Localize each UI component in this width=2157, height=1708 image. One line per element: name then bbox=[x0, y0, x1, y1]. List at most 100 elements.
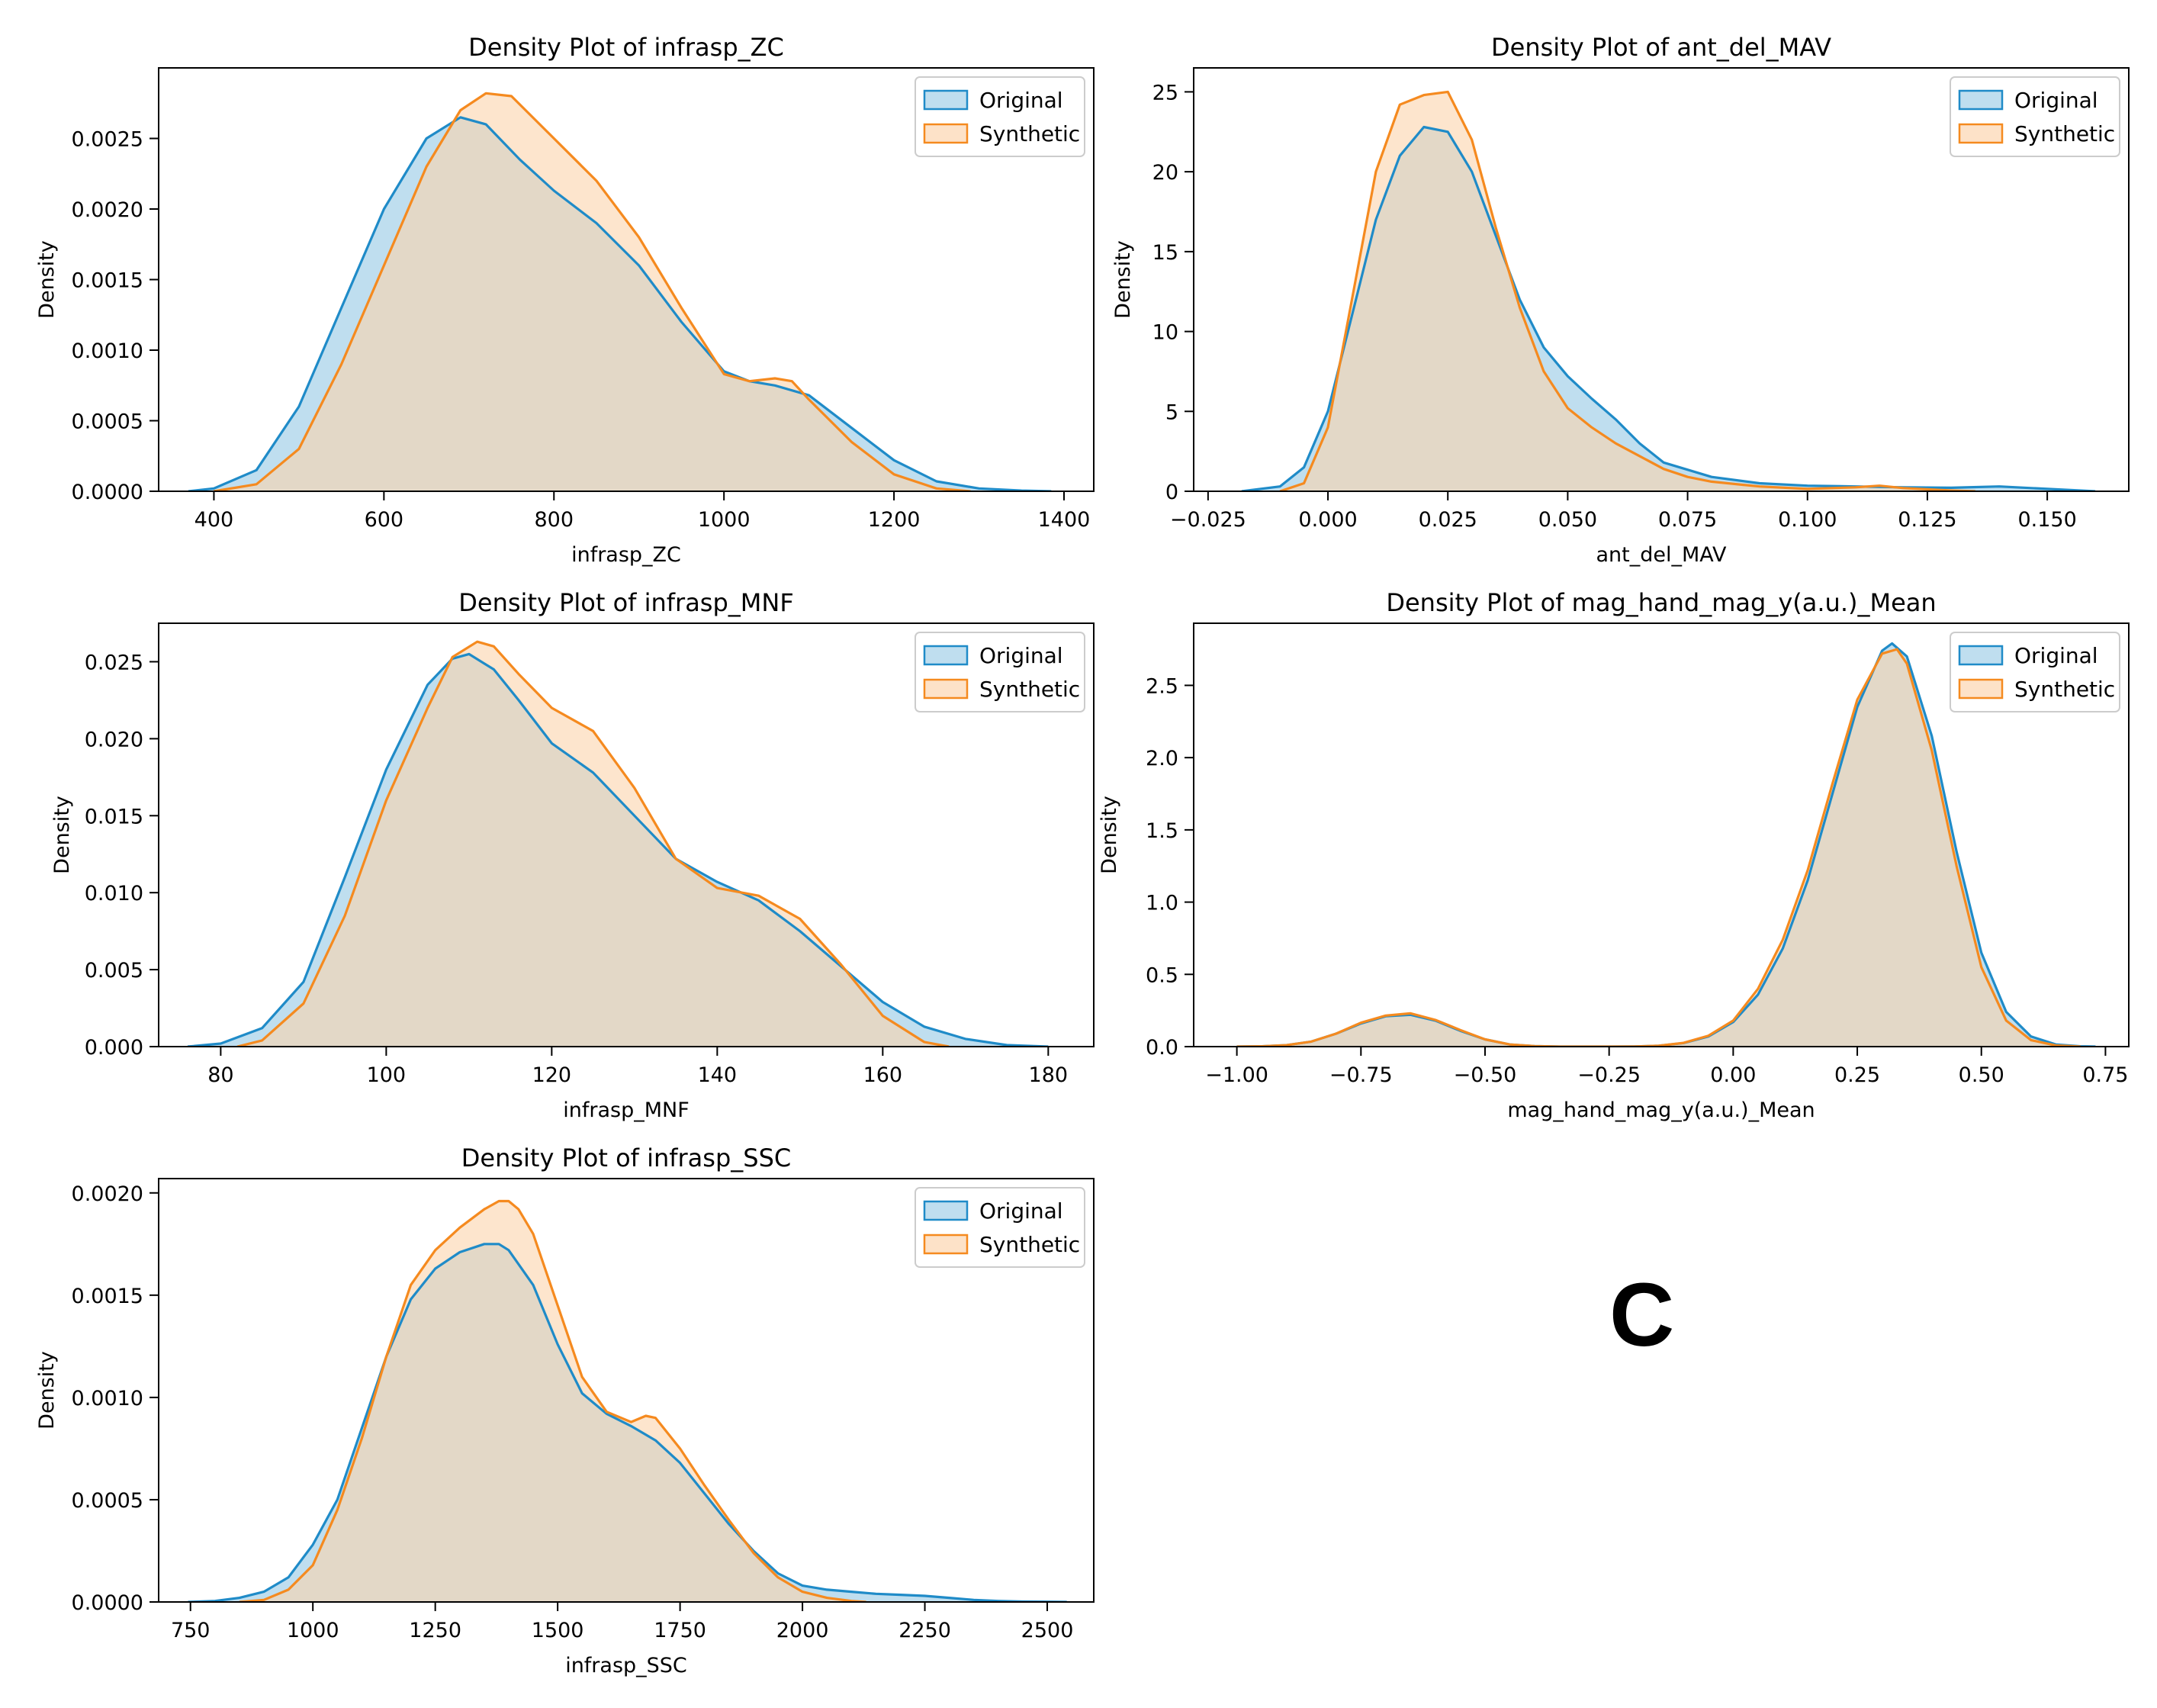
density-line-synthetic bbox=[1279, 90, 1975, 491]
y-tick-label: 0 bbox=[1165, 481, 1178, 504]
x-tick-label: 120 bbox=[532, 1063, 572, 1087]
chart-c1: 400 600 800 1000 1200 1400 0.0000 0.0005 0.0010 0… bbox=[35, 33, 1095, 567]
chart-title: Density Plot of infrasp_ZC bbox=[468, 33, 784, 62]
density-line-original bbox=[187, 652, 1049, 1047]
legend-swatch-synthetic bbox=[1958, 678, 2004, 700]
legend-swatch-original bbox=[923, 1200, 969, 1221]
y-tick-label: 10 bbox=[1152, 321, 1178, 345]
legend: Original Synthetic bbox=[1950, 76, 2120, 157]
x-axis-label: infrasp_SSC bbox=[565, 1654, 687, 1677]
plot-area bbox=[188, 1199, 1067, 1602]
y-axis-label: Density bbox=[1111, 240, 1135, 319]
plot-area bbox=[187, 640, 1049, 1047]
x-tick-label: −1.00 bbox=[1205, 1063, 1268, 1087]
legend: Original Synthetic bbox=[1950, 632, 2120, 712]
y-tick-label: 2.5 bbox=[1146, 674, 1178, 698]
density-line-original bbox=[188, 1243, 1067, 1602]
x-tick-label: 1750 bbox=[654, 1619, 706, 1642]
legend-label-synthetic: Synthetic bbox=[979, 677, 1080, 702]
y-tick-label: 25 bbox=[1152, 81, 1178, 105]
y-tick-label: 0.000 bbox=[85, 1036, 143, 1060]
legend-swatch-synthetic bbox=[1958, 123, 2004, 144]
x-tick-label: 0.125 bbox=[1898, 508, 1956, 532]
density-fill-synthetic bbox=[1236, 649, 2081, 1047]
x-tick-label: 0.100 bbox=[1778, 508, 1837, 532]
chart-c5: 750 1000 1250 1500 1750 2000 2250 2500 0.0000 0.0… bbox=[35, 1143, 1095, 1677]
legend-swatch-original bbox=[923, 645, 969, 666]
legend: Original Synthetic bbox=[915, 1187, 1085, 1268]
axes-frame bbox=[1193, 67, 2130, 492]
density-fill-synthetic bbox=[1280, 92, 1975, 491]
x-tick-label: 100 bbox=[367, 1063, 407, 1087]
y-tick-label: 0.0010 bbox=[72, 339, 143, 363]
y-axis-label: Density bbox=[50, 796, 74, 874]
y-tick-label: 0.5 bbox=[1146, 963, 1178, 987]
x-tick-label: 0.025 bbox=[1419, 508, 1477, 532]
y-tick-label: 0.0020 bbox=[72, 198, 143, 222]
x-tick-label: 1250 bbox=[409, 1619, 461, 1642]
y-tick-label: 15 bbox=[1152, 241, 1178, 265]
chart-title: Density Plot of mag_hand_mag_y(a.u.)_Mea… bbox=[1386, 588, 1936, 617]
x-tick-label: 0.50 bbox=[1959, 1063, 2004, 1087]
y-tick-label: 0.0020 bbox=[72, 1182, 143, 1206]
x-tick-label: 140 bbox=[698, 1063, 738, 1087]
density-line-synthetic bbox=[214, 92, 971, 491]
x-tick-label: 0.050 bbox=[1538, 508, 1597, 532]
chart-title: Density Plot of infrasp_MNF bbox=[458, 588, 793, 617]
legend-swatch-original bbox=[923, 89, 969, 111]
y-tick-label: 2.0 bbox=[1146, 747, 1178, 770]
x-axis-label: infrasp_ZC bbox=[571, 543, 681, 567]
x-tick-label: 1000 bbox=[698, 508, 751, 532]
y-tick-label: 0.0005 bbox=[72, 1489, 143, 1513]
density-line-synthetic bbox=[1236, 648, 2081, 1047]
chart-c4: −1.00 −0.75 −0.50 −0.25 0.00 0.25 0.50 0.75 0.0 0… bbox=[1098, 588, 2130, 1122]
x-tick-label: 2250 bbox=[898, 1619, 951, 1642]
legend-label-synthetic: Synthetic bbox=[979, 121, 1080, 146]
legend-label-synthetic: Synthetic bbox=[2014, 677, 2115, 702]
x-tick-label: 1200 bbox=[868, 508, 921, 532]
legend-swatch-synthetic bbox=[923, 1234, 969, 1255]
y-tick-label: 0.0005 bbox=[72, 410, 143, 434]
legend-label-synthetic: Synthetic bbox=[2014, 121, 2115, 146]
chart-c2: −0.025 0.000 0.025 0.050 0.075 0.100 0.125 0.15… bbox=[1111, 33, 2130, 567]
x-tick-label: 80 bbox=[207, 1063, 233, 1087]
plot-area bbox=[188, 92, 1052, 491]
x-tick-label: 1400 bbox=[1038, 508, 1091, 532]
y-tick-label: 5 bbox=[1165, 400, 1178, 424]
y-tick-label: 0.015 bbox=[85, 805, 143, 828]
density-fill-synthetic bbox=[239, 1201, 866, 1602]
y-tick-label: 20 bbox=[1152, 161, 1178, 185]
chart-title: Density Plot of ant_del_MAV bbox=[1491, 33, 1831, 62]
legend-label-original: Original bbox=[2014, 643, 2098, 668]
y-tick-label: 0.010 bbox=[85, 882, 143, 905]
y-tick-label: 0.020 bbox=[85, 728, 143, 751]
y-tick-label: 0.025 bbox=[85, 651, 143, 674]
x-tick-label: 1500 bbox=[532, 1619, 584, 1642]
y-tick-label: 0.0015 bbox=[72, 1285, 143, 1308]
density-fill-synthetic bbox=[214, 93, 971, 491]
legend-label-original: Original bbox=[979, 88, 1063, 113]
chart-title: Density Plot of infrasp_SSC bbox=[461, 1143, 791, 1172]
axes-frame bbox=[158, 622, 1095, 1047]
x-tick-label: 0.00 bbox=[1710, 1063, 1756, 1087]
legend-label-synthetic: Synthetic bbox=[979, 1232, 1080, 1257]
axes-frame bbox=[1193, 622, 2130, 1047]
y-tick-label: 0.0 bbox=[1146, 1036, 1178, 1060]
y-axis-label: Density bbox=[1098, 796, 1121, 874]
y-tick-label: 1.5 bbox=[1146, 819, 1178, 843]
density-line-original bbox=[188, 116, 1052, 491]
panel-label: C bbox=[1609, 1265, 1675, 1365]
x-tick-label: 160 bbox=[863, 1063, 903, 1087]
chart-c3: 80 100 120 140 160 180 0.000 0.005 0.010 0.015 0.0… bbox=[50, 588, 1095, 1122]
x-tick-label: 0.000 bbox=[1298, 508, 1357, 532]
legend-label-original: Original bbox=[2014, 88, 2098, 113]
x-tick-label: 750 bbox=[171, 1619, 211, 1642]
x-tick-label: 400 bbox=[194, 508, 234, 532]
x-tick-label: 0.75 bbox=[2082, 1063, 2128, 1087]
legend-swatch-original bbox=[1958, 89, 2004, 111]
legend-swatch-original bbox=[1958, 645, 2004, 666]
x-tick-label: 2500 bbox=[1021, 1619, 1074, 1642]
y-tick-label: 0.0000 bbox=[72, 481, 143, 504]
plot-area bbox=[1241, 90, 2096, 491]
